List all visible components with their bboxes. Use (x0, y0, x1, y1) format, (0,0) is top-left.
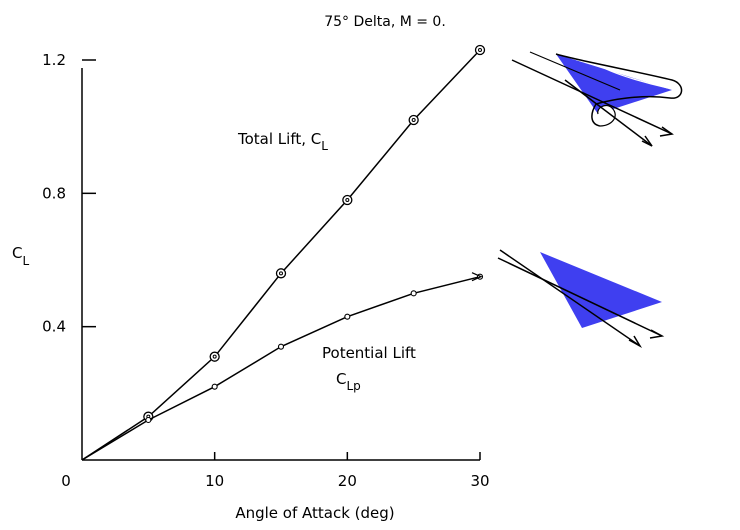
flow-arrowhead-5 (628, 335, 643, 348)
data-point-potential-lift (277, 343, 285, 350)
series-line-potential-lift (81, 275, 481, 461)
series-label-total: Total Lift, CL (237, 130, 328, 153)
y-tick-label: 0.8 (42, 184, 66, 202)
y-tick-label: 0.4 (42, 318, 66, 336)
data-point-potential-lift (344, 313, 351, 320)
chart-title: 75° Delta, M = 0. (324, 14, 446, 30)
vortex-core-icon (603, 67, 669, 89)
data-point-core-total-lift (345, 198, 350, 202)
series-label-potential-symbol: CLp (336, 370, 361, 393)
y-axis-label: CL (12, 244, 29, 268)
series-label-potential: Potential Lift (322, 344, 416, 362)
x-axis-label: Angle of Attack (deg) (235, 504, 394, 522)
x-tick-label: 10 (205, 472, 224, 490)
vortex-swirl-icon (597, 104, 616, 127)
flow-arrowhead-2 (641, 135, 653, 147)
y-axis-label-sub: L (22, 254, 29, 268)
flow-arrow-2 (564, 79, 653, 147)
flow-arrowhead-1 (659, 126, 674, 137)
x-tick-label: 30 (470, 472, 489, 490)
y-tick-label: 1.2 (42, 51, 66, 69)
wing-vortex-illustration (511, 51, 683, 147)
flow-arrowhead-4 (649, 329, 665, 339)
x-tick-label: 20 (338, 472, 357, 490)
series-label-potential-main: Potential Lift (322, 344, 416, 362)
data-point-core-total-lift (411, 118, 416, 122)
flow-arrow-5 (499, 249, 641, 347)
flow-line-3 (529, 51, 621, 91)
data-point-core-total-lift (212, 354, 217, 359)
flow-arrow-4 (497, 257, 663, 337)
y-axis-label-main: C (12, 244, 22, 262)
series-label-total-sub: L (321, 139, 328, 153)
series-layer (81, 44, 486, 461)
delta-wing-top-shape (556, 54, 672, 114)
series-label-total-main: Total Lift, C (237, 130, 321, 148)
data-point-potential-lift (410, 290, 417, 297)
delta-wing-bottom-shape (540, 252, 662, 328)
series-label-potential-sub: Lp (346, 379, 360, 393)
data-point-core-total-lift (478, 48, 482, 52)
series-line-total-lift (81, 49, 481, 461)
origin-label: 0 (61, 472, 71, 490)
series-label-potential-c: C (336, 370, 346, 388)
data-point-core-total-lift (279, 271, 283, 276)
tick-group: 10 20 30 0.4 0.8 1.2 (42, 51, 489, 490)
data-point-potential-lift (145, 416, 152, 424)
data-point-potential-lift (211, 383, 218, 390)
axes (81, 68, 480, 461)
series-end-arrow-potential-lift (471, 272, 483, 282)
wing-potential-illustration (497, 249, 665, 348)
leading-edge-vortex-icon (555, 53, 683, 127)
flow-arrow-1 (511, 59, 673, 135)
